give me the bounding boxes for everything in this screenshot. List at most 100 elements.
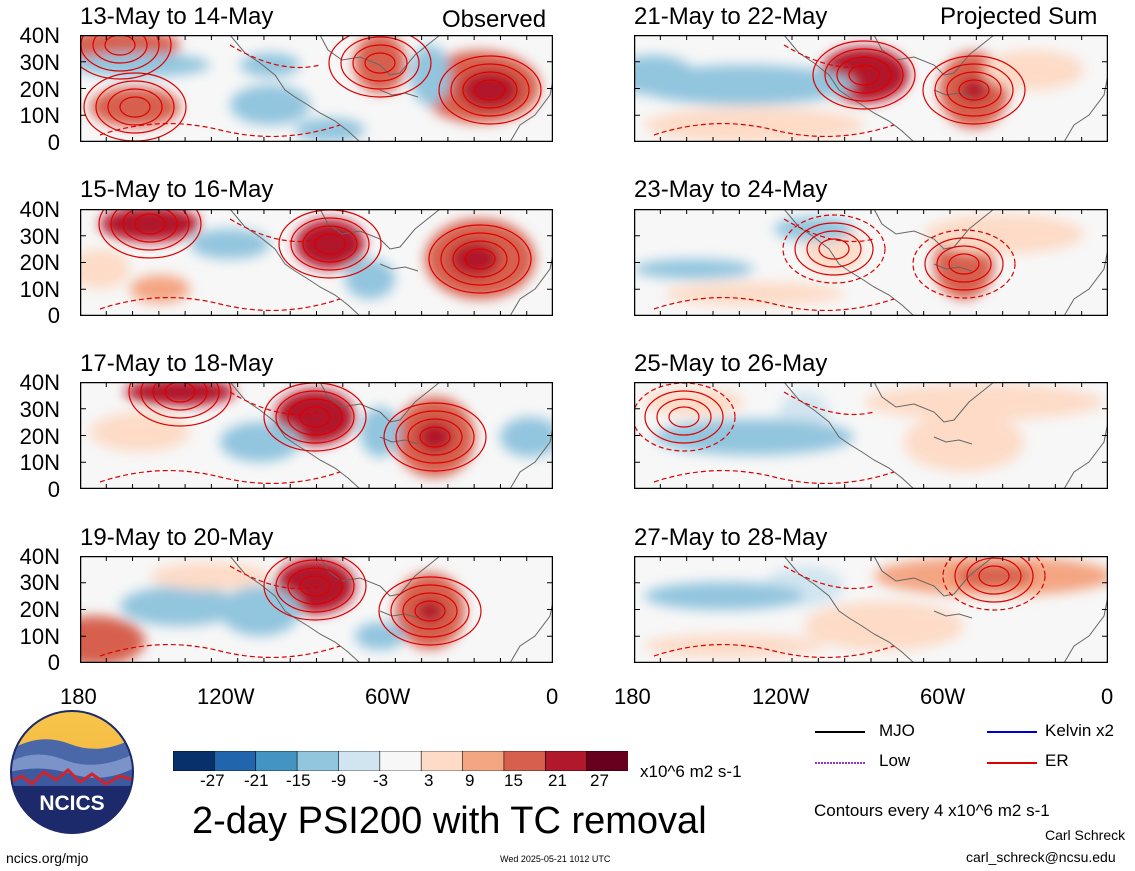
contour-line xyxy=(314,233,346,255)
panel-title: 25-May to 26-May xyxy=(634,350,828,377)
colorbar-label: -27 xyxy=(200,771,225,790)
contour-line xyxy=(378,576,482,646)
lat-label: 40N xyxy=(19,23,60,48)
lat-label: 20N xyxy=(19,250,60,275)
colorbar-swatch xyxy=(173,751,216,771)
contour-line xyxy=(948,253,980,275)
field-anomaly xyxy=(355,622,405,650)
colorbar-label: -15 xyxy=(286,771,311,790)
lat-label: 30N xyxy=(19,224,60,249)
colorbar-label: 3 xyxy=(424,771,434,790)
field-anomaly xyxy=(417,421,453,453)
colorbar-swatch xyxy=(544,751,588,771)
email: carl_schreck@ncsu.edu xyxy=(966,849,1116,865)
contour-line xyxy=(134,213,166,235)
map-panel-left-1 xyxy=(80,35,553,142)
panel-title: 15-May to 16-May xyxy=(80,176,274,203)
contour-line xyxy=(474,79,506,101)
contour-line xyxy=(936,245,992,283)
field-anomaly xyxy=(90,412,190,452)
panel-title: 23-May to 24-May xyxy=(634,176,828,203)
map-panel-right-1 xyxy=(634,35,1108,142)
contour-line xyxy=(95,80,175,134)
colorbar-label: -21 xyxy=(244,771,269,790)
legend-item-er xyxy=(987,761,1037,765)
field-anomaly xyxy=(130,275,190,303)
field-anomaly xyxy=(864,384,1104,420)
lat-label: 10N xyxy=(19,624,60,649)
contour-line xyxy=(954,556,1034,603)
contour-line xyxy=(656,398,712,436)
lat-label: 40N xyxy=(19,370,60,395)
contour-line xyxy=(290,217,370,271)
contour-line xyxy=(818,238,850,260)
contour-line xyxy=(806,230,862,268)
field-anomaly xyxy=(80,616,145,663)
contour-line xyxy=(452,240,508,278)
colorbar-swatch xyxy=(462,751,505,771)
contour-line xyxy=(287,398,343,436)
contour-line xyxy=(395,410,475,464)
projected-sum-label: Projected Sum xyxy=(940,3,1098,30)
contour-line-negative xyxy=(653,391,895,485)
contour-line xyxy=(922,55,1026,125)
contour-line-negative xyxy=(99,391,341,485)
contour-line xyxy=(440,232,520,286)
legend-label: Kelvin x2 xyxy=(1045,721,1114,740)
contour-line xyxy=(912,229,1016,299)
contour-line xyxy=(958,79,990,101)
field-anomaly xyxy=(275,389,355,445)
coastline xyxy=(783,35,1108,142)
colorbar-label: 21 xyxy=(548,771,567,790)
contour-line xyxy=(299,406,331,428)
lat-label: 0 xyxy=(47,650,60,675)
lon-label: 60W xyxy=(920,684,966,709)
contour-line xyxy=(364,52,396,74)
field-anomaly xyxy=(654,419,854,455)
colorbar-swatch xyxy=(379,751,422,771)
contour-line xyxy=(428,224,532,294)
lat-label: 0 xyxy=(47,477,60,502)
colorbar-label: 9 xyxy=(465,771,475,790)
field-anomaly xyxy=(450,241,500,277)
contour-line xyxy=(110,209,190,251)
contour-line xyxy=(450,63,530,117)
coastline xyxy=(229,209,553,316)
lat-label: 40N xyxy=(19,197,60,222)
panel-title: 21-May to 22-May xyxy=(634,3,828,30)
field-anomaly xyxy=(220,586,300,636)
legend-item-mjo xyxy=(815,730,865,734)
contour-line xyxy=(164,382,196,403)
lat-label: 10N xyxy=(19,277,60,302)
author: Carl Schreck xyxy=(1045,827,1126,843)
field-anomaly xyxy=(190,229,270,259)
contour-line xyxy=(644,390,724,444)
map-panel-right-4 xyxy=(634,556,1108,663)
lon-label: 180 xyxy=(614,684,651,709)
field-anomaly xyxy=(295,118,365,142)
contour-line xyxy=(464,248,496,270)
contour-line xyxy=(390,584,470,638)
colorbar xyxy=(173,751,628,771)
field-anomaly xyxy=(634,55,694,95)
contour-line xyxy=(122,209,178,243)
contour-line-negative xyxy=(653,44,895,138)
contour-line xyxy=(352,44,408,82)
lat-label: 10N xyxy=(19,450,60,475)
contour-line xyxy=(407,418,463,456)
contour-note: Contours every 4 x10^6 m2 s-1 xyxy=(814,801,1050,820)
field-anomaly xyxy=(644,388,744,416)
coastline xyxy=(783,556,1108,663)
logo-text: NCICS xyxy=(39,792,104,815)
field-anomaly xyxy=(295,219,365,269)
field-anomaly xyxy=(416,599,444,623)
lat-label: 20N xyxy=(19,597,60,622)
lon-label: 0 xyxy=(546,684,559,709)
contour-line xyxy=(824,48,904,102)
panel-title: 27-May to 28-May xyxy=(634,524,828,551)
colorbar-swatch xyxy=(296,751,340,771)
field-anomaly xyxy=(354,35,406,93)
colorbar-swatch xyxy=(503,751,547,771)
coastline xyxy=(229,35,553,142)
field-anomaly xyxy=(960,78,988,102)
